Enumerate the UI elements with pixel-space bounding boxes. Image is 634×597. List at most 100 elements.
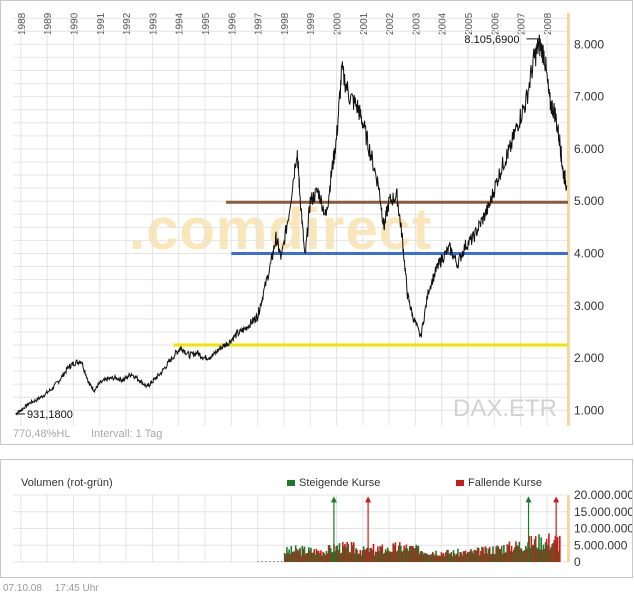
y-tick-label: 6.000	[574, 142, 604, 156]
volume-bar-up	[330, 548, 332, 562]
volume-bar-up	[457, 548, 459, 562]
y-tick-label: 5.000	[574, 194, 604, 208]
volume-bar-down	[317, 550, 320, 562]
volume-bar-up	[292, 551, 295, 562]
legend-swatch	[287, 480, 295, 486]
volume-bar-down	[359, 550, 362, 562]
volume-bar-down	[390, 551, 392, 562]
volume-bar-up	[336, 545, 339, 562]
year-label: 2002	[385, 12, 396, 35]
volume-bar-up	[332, 551, 334, 562]
volume-bar-up	[549, 549, 551, 562]
volume-bar-up	[520, 548, 523, 562]
volume-bar-up	[450, 552, 453, 562]
volume-bar-down	[407, 551, 410, 562]
volume-bar-down	[412, 546, 414, 562]
volume-bar-up	[446, 550, 448, 562]
volume-title: Volumen (rot-grün)	[21, 477, 113, 489]
volume-bar-up	[531, 545, 534, 562]
volume-bar-early	[277, 560, 279, 562]
y-tick-label: 4.000	[574, 246, 604, 260]
volume-bar-down	[543, 548, 546, 562]
volume-bar-early	[273, 560, 275, 562]
volume-bar-up	[547, 544, 549, 562]
volume-bar-down	[545, 538, 548, 562]
volume-bar-down	[423, 554, 425, 562]
volume-bar-up	[360, 555, 363, 562]
volume-bar-down	[355, 548, 357, 562]
volume-tick-label: 10.000.000	[574, 522, 632, 536]
volume-bar-up	[378, 551, 380, 562]
volume-bar-down	[480, 550, 482, 562]
current-date-marker	[567, 13, 570, 426]
volume-bar-up	[516, 545, 518, 562]
legend-swatch	[456, 480, 464, 486]
volume-bar-up	[522, 550, 525, 562]
volume-bar-up	[426, 554, 428, 562]
volume-bar-down	[427, 554, 430, 562]
volume-bar-up	[463, 551, 466, 562]
volume-bar-up	[356, 549, 358, 562]
volume-bar-up	[503, 544, 505, 562]
volume-bar-down	[513, 549, 515, 562]
volume-bar-down	[374, 551, 377, 562]
volume-bar-down	[315, 549, 318, 562]
volume-bar-down	[377, 546, 379, 562]
year-label: 1993	[148, 12, 159, 35]
volume-bar-down	[298, 549, 300, 562]
volume-bar-down	[464, 550, 467, 562]
volume-bar-down	[385, 551, 388, 562]
volume-bar-up	[305, 553, 308, 562]
volume-bar-down	[383, 552, 386, 562]
volume-bar-up	[443, 556, 446, 562]
volume-bar-up	[323, 553, 325, 562]
volume-bar-down	[456, 553, 458, 562]
volume-bar-up	[338, 543, 341, 562]
volume-bar-up	[362, 546, 365, 562]
volume-bar-up	[413, 548, 415, 562]
volume-bar-up	[314, 554, 317, 562]
volume-bar-up	[290, 546, 293, 562]
volume-bar-down	[331, 552, 333, 562]
volume-bar-down	[556, 537, 559, 562]
volume-bar-up	[496, 545, 499, 562]
volume-bar-down	[559, 536, 561, 562]
volume-bar-down	[361, 550, 364, 562]
volume-bar-down	[410, 545, 412, 562]
volume-bar-down	[399, 542, 401, 562]
volume-bar-down	[403, 545, 405, 562]
volume-bar-up	[492, 546, 494, 562]
volume-bar-down	[388, 550, 390, 562]
volume-bar-up	[369, 548, 371, 562]
volume-bar-down	[313, 549, 316, 562]
volume-bar-down	[366, 548, 368, 562]
volume-bar-up	[437, 556, 439, 562]
volume-bar-down	[473, 549, 476, 562]
volume-bar-down	[372, 543, 375, 562]
volume-bar-down	[392, 543, 394, 562]
volume-bar-down	[381, 544, 384, 562]
volume-bar-down	[396, 550, 399, 562]
volume-bar-down	[291, 552, 294, 562]
volume-bar-down	[293, 551, 296, 562]
volume-bar-up	[294, 545, 297, 562]
volume-bar-up	[395, 551, 398, 562]
price-chart-panel: .comdirect 1988 1989 1990 1991 1992 1993 1994 19…	[0, 0, 633, 445]
volume-bar-up	[557, 551, 560, 562]
volume-bar-up	[391, 552, 393, 562]
year-label: 1988	[17, 12, 28, 35]
volume-bar-early	[265, 560, 267, 562]
footer: 07.10.08 17:45 Uhr	[3, 583, 109, 594]
volume-bar-up	[459, 552, 461, 562]
volume-bar-up	[389, 551, 391, 562]
volume-bar-down	[429, 554, 432, 562]
volume-bar-up	[511, 551, 514, 562]
volume-bar-down	[453, 553, 456, 562]
volume-bar-down	[449, 553, 451, 562]
volume-bar-up	[476, 547, 479, 562]
year-label: 1991	[96, 12, 107, 35]
volume-bar-up	[439, 556, 442, 562]
volume-bar-down	[401, 551, 403, 562]
volume-bar-down	[530, 536, 533, 562]
y-tick-label: 2.000	[574, 351, 604, 365]
